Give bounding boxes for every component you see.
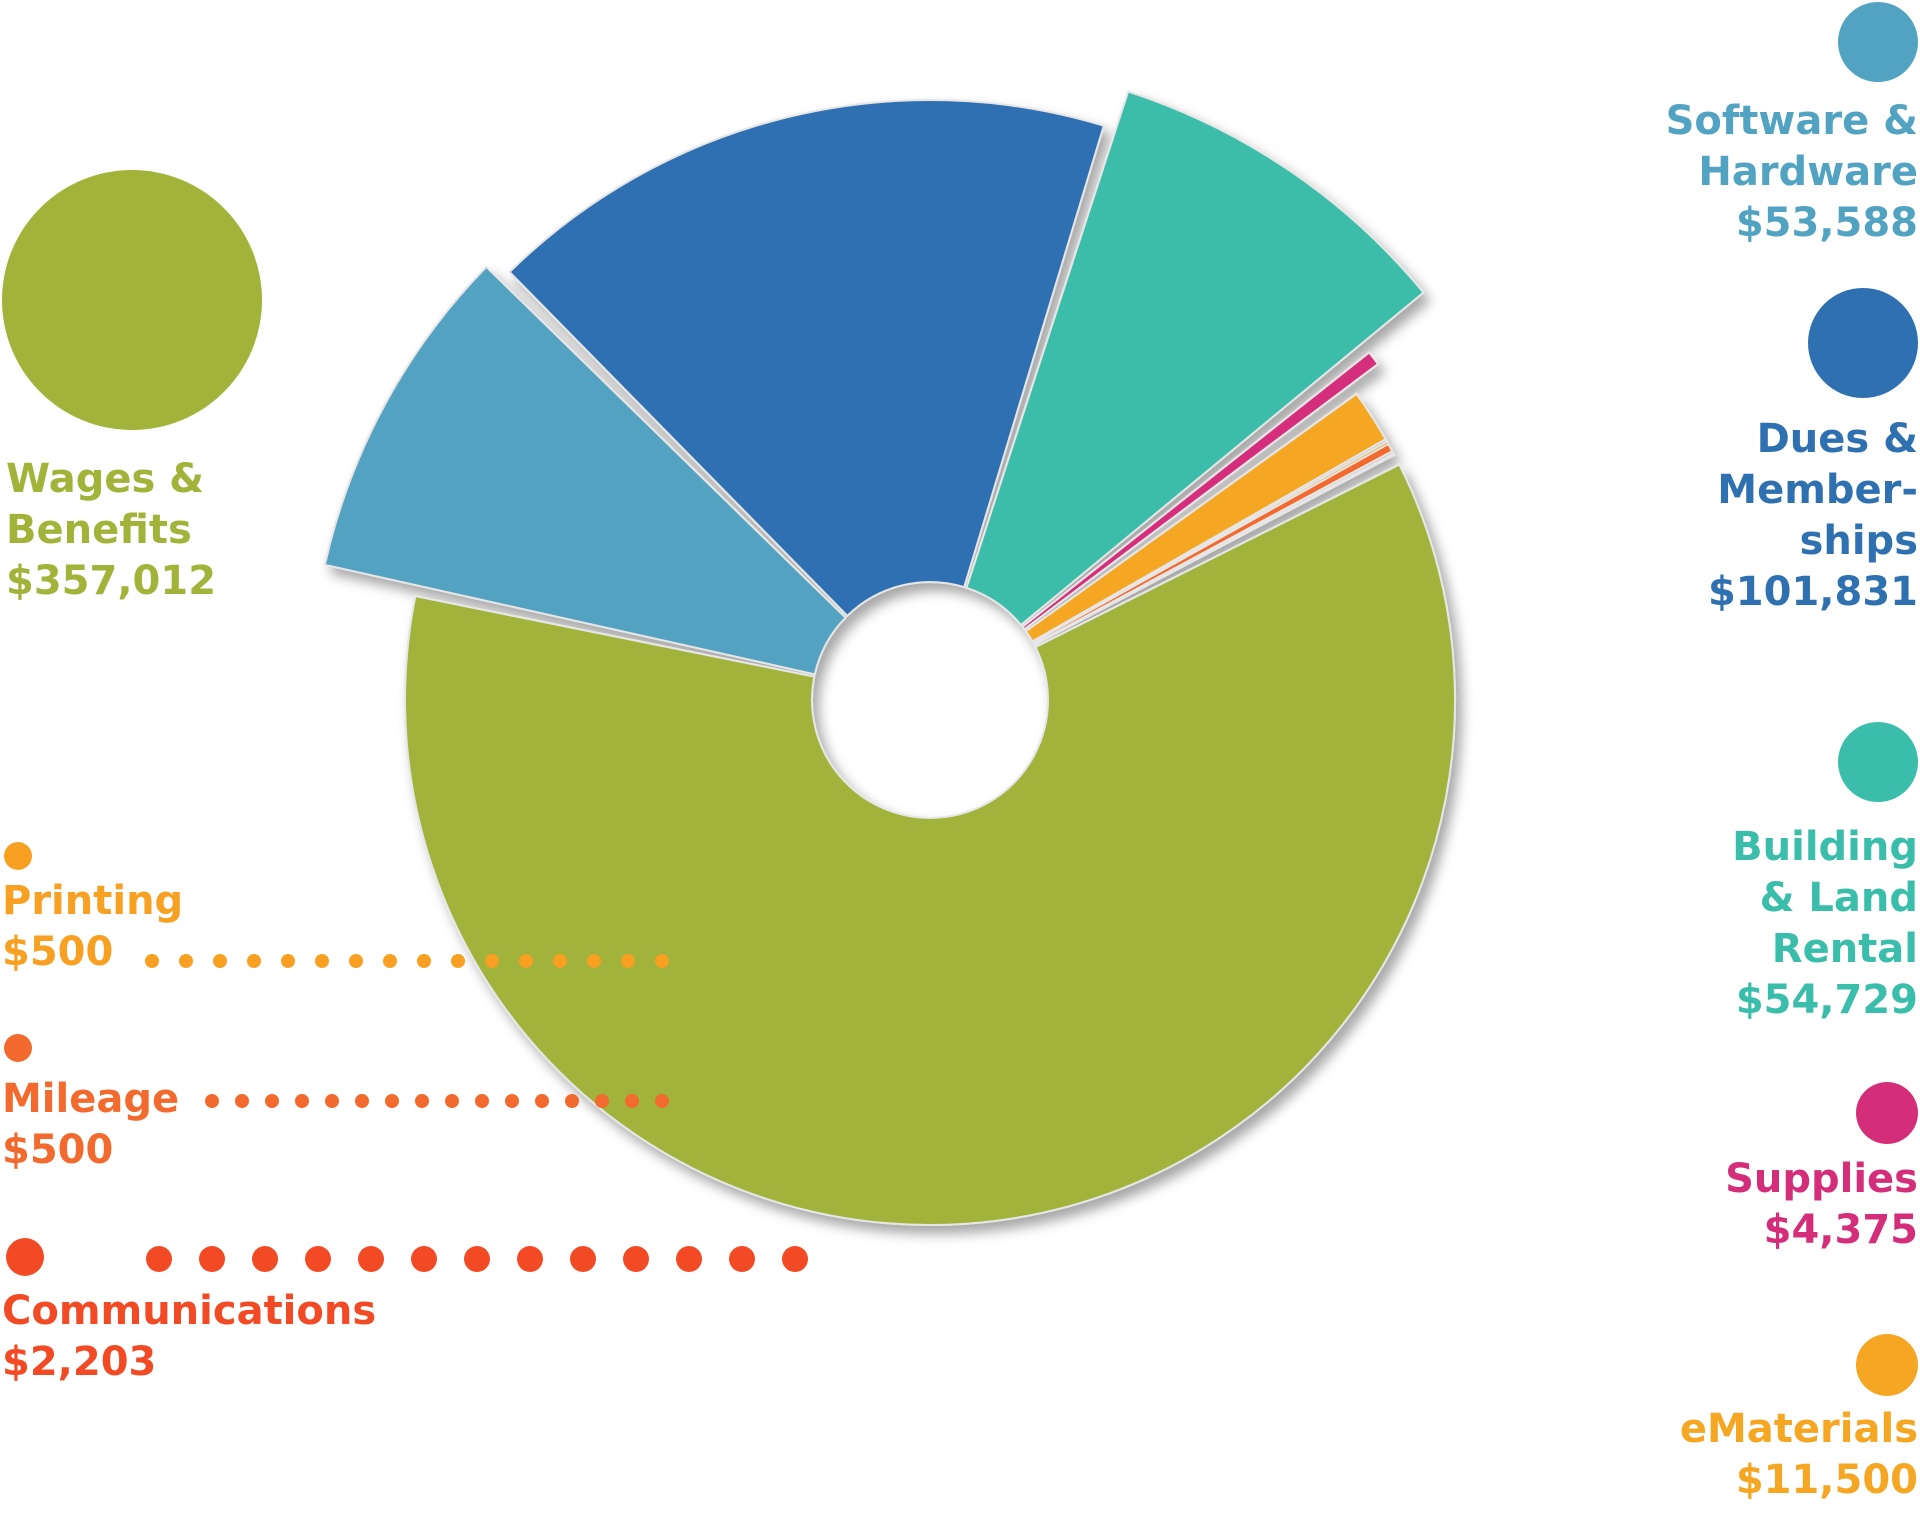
legend-value: $500 xyxy=(2,1127,114,1173)
legend-dot-communications xyxy=(6,1238,44,1276)
legend-line: Dues & xyxy=(1756,416,1918,462)
leader-dot xyxy=(782,1246,808,1272)
leader-dot xyxy=(385,1094,399,1108)
leader-dot xyxy=(179,954,193,968)
legend-line: ships xyxy=(1799,518,1918,564)
slice-supplies xyxy=(1021,351,1380,631)
leader-dot xyxy=(235,1094,249,1108)
leader-dot xyxy=(358,1246,384,1272)
leader-dot xyxy=(553,954,567,968)
leader-dot xyxy=(213,954,227,968)
donut-slices xyxy=(323,90,1457,1226)
legend-line: eMaterials xyxy=(1679,1406,1918,1452)
legend-label-printing: Printing $500 xyxy=(2,876,183,978)
leader-dot xyxy=(475,1094,489,1108)
leader-dot xyxy=(565,1094,579,1108)
legend-line: Supplies xyxy=(1725,1156,1918,1202)
legend-line: Software & xyxy=(1665,98,1918,144)
legend-line: Building xyxy=(1732,824,1918,870)
legend-line: & Land xyxy=(1759,875,1918,921)
leader-dot xyxy=(595,1094,609,1108)
legend-label-dues-memberships: Dues & Member- ships $101,831 xyxy=(1708,414,1918,618)
legend-dot-wages-benefits xyxy=(2,170,262,430)
leader-dot xyxy=(265,1094,279,1108)
legend-dot-building-land-rental xyxy=(1838,722,1918,802)
leader-dot xyxy=(451,954,465,968)
leader-dot xyxy=(305,1246,331,1272)
legend-dot-mileage xyxy=(4,1034,32,1062)
legend-value: $101,831 xyxy=(1707,569,1918,615)
legend-label-building-land-rental: Building & Land Rental $54,729 xyxy=(1732,822,1918,1026)
leader-dot xyxy=(315,954,329,968)
leader-dot xyxy=(519,954,533,968)
legend-dot-ematerials xyxy=(1856,1334,1918,1396)
leader-dot xyxy=(411,1246,437,1272)
leader-dot xyxy=(676,1246,702,1272)
leader-dot xyxy=(349,954,363,968)
slice-building-land-rental xyxy=(965,90,1425,627)
leader-dot xyxy=(281,954,295,968)
leader-dot xyxy=(655,1094,669,1108)
legend-label-wages-benefits: Wages & Benefits $357,012 xyxy=(6,454,216,607)
legend-dot-software-hardware xyxy=(1838,2,1918,82)
legend-dot-dues-memberships xyxy=(1808,288,1918,398)
leader-dot xyxy=(325,1094,339,1108)
slice-software-hardware xyxy=(323,265,848,676)
leader-dot xyxy=(655,954,669,968)
leader-dot xyxy=(247,954,261,968)
legend-line: Benefits xyxy=(6,507,192,553)
leader-dot xyxy=(505,1094,519,1108)
legend-label-mileage: Mileage $500 xyxy=(2,1074,179,1176)
legend-label-ematerials: eMaterials $11,500 xyxy=(1680,1404,1918,1506)
legend-line: Rental xyxy=(1771,926,1918,972)
legend-label-supplies: Supplies $4,375 xyxy=(1725,1154,1918,1256)
legend-line: Mileage xyxy=(2,1076,180,1122)
legend-line: Hardware xyxy=(1698,149,1918,195)
legend-value: $54,729 xyxy=(1735,977,1918,1023)
leader-dot xyxy=(729,1246,755,1272)
legend-line: Communications xyxy=(2,1288,377,1334)
leader-dot xyxy=(383,954,397,968)
leader-dot xyxy=(146,1246,172,1272)
leader-dot xyxy=(145,954,159,968)
leader-dot xyxy=(623,1246,649,1272)
legend-value: $53,588 xyxy=(1735,200,1918,246)
leader-dot xyxy=(205,1094,219,1108)
legend-value: $357,012 xyxy=(6,558,217,604)
leader-dot xyxy=(417,954,431,968)
leader-dot xyxy=(445,1094,459,1108)
legend-line: Printing xyxy=(2,878,184,924)
leader-dot xyxy=(485,954,499,968)
legend-value: $2,203 xyxy=(2,1339,157,1385)
legend-line: Member- xyxy=(1717,467,1918,513)
legend-value: $11,500 xyxy=(1735,1457,1918,1503)
leader-dot xyxy=(570,1246,596,1272)
legend-value: $4,375 xyxy=(1763,1207,1918,1253)
leader-dot xyxy=(252,1246,278,1272)
legend-dot-supplies xyxy=(1856,1082,1918,1144)
legend-dot-printing xyxy=(4,842,32,870)
legend-line: Wages & xyxy=(6,456,205,502)
legend-value: $500 xyxy=(2,929,114,975)
slice-communications xyxy=(1032,452,1396,647)
leader-dot xyxy=(199,1246,225,1272)
leader-dot xyxy=(415,1094,429,1108)
leader-dot xyxy=(625,1094,639,1108)
leader-dot xyxy=(295,1094,309,1108)
leader-dot xyxy=(535,1094,549,1108)
slice-wages-benefits xyxy=(404,463,1457,1226)
slice-dues-memberships xyxy=(508,98,1106,618)
leader-dot xyxy=(355,1094,369,1108)
legend-label-software-hardware: Software & Hardware $53,588 xyxy=(1666,96,1918,249)
leader-dot xyxy=(464,1246,490,1272)
legend-label-communications: Communications $2,203 xyxy=(2,1286,376,1388)
leader-dot xyxy=(517,1246,543,1272)
leader-dot xyxy=(621,954,635,968)
leader-dot xyxy=(587,954,601,968)
